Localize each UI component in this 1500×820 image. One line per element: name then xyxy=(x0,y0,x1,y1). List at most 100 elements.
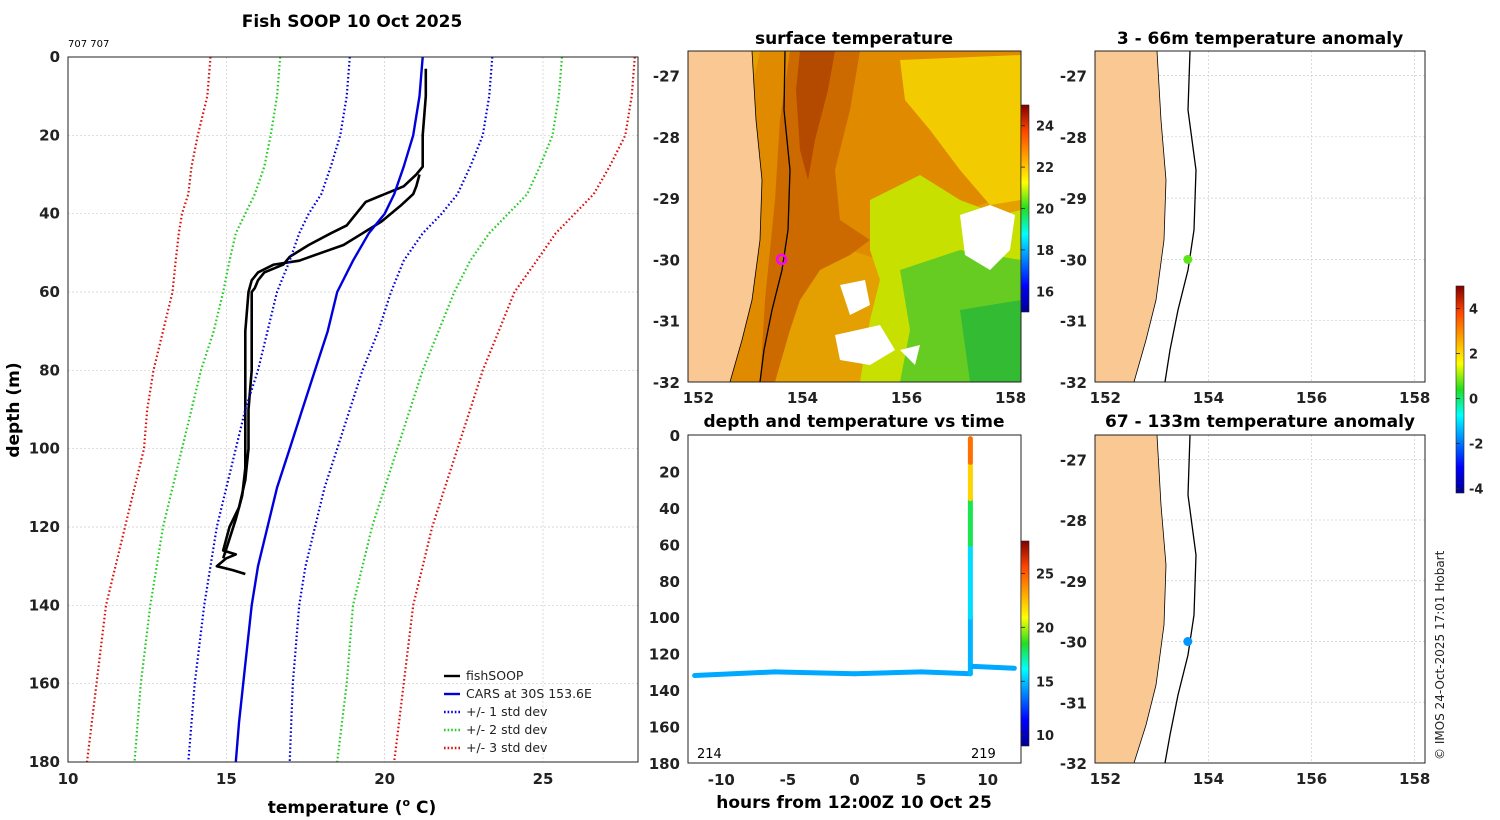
anomaly-shallow-ytick-label: -32 xyxy=(1060,374,1087,392)
profile-ticks: 10 15 20 25 0 20 40 60 80 100 120 140 160 180 xyxy=(29,48,554,788)
anomaly-deep-map xyxy=(1095,435,1197,763)
anomaly-colorbar-label: -2 xyxy=(1469,438,1483,453)
anomaly-deep-ytick-label: -28 xyxy=(1060,512,1087,530)
profile-legend-label: fishSOOP xyxy=(466,668,524,683)
anomaly-colorbar-label: 4 xyxy=(1469,303,1478,318)
time-xtick-label: -5 xyxy=(780,771,797,789)
time-ytick-label: 160 xyxy=(649,719,680,737)
time-track-segment xyxy=(970,663,1017,671)
profile-ytick-label: 20 xyxy=(39,126,60,144)
anomaly-shallow-xtick-label: 154 xyxy=(1193,389,1224,407)
time-xtick-label: 10 xyxy=(977,771,998,789)
anomaly-deep-land xyxy=(1095,435,1167,763)
anomaly-deep-ytick-label: -32 xyxy=(1060,755,1087,773)
sst-land xyxy=(688,51,763,382)
anomaly-shallow-ytick-label: -29 xyxy=(1060,190,1087,208)
anomaly-shallow-axes-box xyxy=(1094,50,1426,383)
anomaly-shallow-ytick-label: -27 xyxy=(1060,68,1087,86)
anomaly-deep-xtick-label: 152 xyxy=(1090,770,1121,788)
profile-ytick-label: 100 xyxy=(29,440,60,458)
sst-cloud-1 xyxy=(960,205,1015,270)
sst-colorbar-label: 24 xyxy=(1036,120,1054,135)
anomaly-shallow-ytick-label: -30 xyxy=(1060,251,1087,269)
profile-xtick-label: 10 xyxy=(58,770,79,788)
anomaly-deep-axes-box xyxy=(1094,434,1426,764)
anomaly-shallow-ytick-label: -31 xyxy=(1060,313,1087,331)
sst-core xyxy=(796,51,835,180)
anomaly-colorbar-label: 0 xyxy=(1469,393,1478,408)
profile-ylabel: depth (m) xyxy=(4,362,24,457)
profile-grid xyxy=(67,56,638,763)
sst-colorbar-label: 22 xyxy=(1036,161,1054,176)
profile-ytick-label: 140 xyxy=(29,596,60,614)
sst-green-core xyxy=(960,300,1021,382)
credit-text: © IMOS 24-Oct-2025 17:01 Hobart xyxy=(1433,550,1447,760)
profile-ytick-label: 160 xyxy=(29,675,60,693)
time-panel: depth and temperature vs time -10 -5 0 5 100… xyxy=(649,412,1054,813)
time-colorbar-label: 25 xyxy=(1036,567,1054,582)
anomaly-colorbar-group: -4 -2 0 2 4 xyxy=(1455,285,1483,498)
profile-series-line xyxy=(221,174,421,559)
anomaly-shallow-panel: 3 - 66m temperature anomaly 152 154 156 158… xyxy=(1060,29,1430,407)
sst-ytick-label: -31 xyxy=(653,313,680,331)
anomaly-deep-xtick-label: 156 xyxy=(1296,770,1327,788)
time-track-segment xyxy=(852,669,924,677)
profile-axes-box xyxy=(67,56,639,763)
anomaly-colorbar-label: 2 xyxy=(1469,348,1478,363)
profile-ytick-label: 180 xyxy=(29,753,60,771)
anomaly-deep-ticks: 152 154 156 158 -27 -28 -29 -30 -31 -32 xyxy=(1060,451,1430,788)
anomaly-deep-grid xyxy=(1095,435,1425,764)
sst-ticks: 152 154 156 158 -27 -28 -29 -30 -31 -32 xyxy=(653,68,1026,407)
anomaly-shallow-xtick-label: 156 xyxy=(1296,389,1327,407)
anomaly-deep-xtick-label: 158 xyxy=(1399,770,1430,788)
sst-ytick-label: -30 xyxy=(653,251,680,269)
time-xtick-label: 5 xyxy=(916,771,926,789)
time-track-segment xyxy=(918,669,973,677)
anomaly-deep-ytick-label: -27 xyxy=(1060,451,1087,469)
sst-xtick-label: 154 xyxy=(787,389,818,407)
profile-ytick-label: 80 xyxy=(39,361,60,379)
anomaly-deep-point xyxy=(1183,637,1193,647)
profile-legend-label: +/- 3 std dev xyxy=(466,740,548,755)
sst-location-marker xyxy=(775,253,788,266)
profile-series xyxy=(85,56,636,763)
anomaly-deep-ytick-label: -29 xyxy=(1060,573,1087,591)
anomaly-deep-title: 67 - 133m temperature anomaly xyxy=(1105,412,1415,432)
time-ytick-label: 80 xyxy=(659,573,680,591)
sst-cloud-2 xyxy=(840,280,870,315)
profile-series-line xyxy=(234,56,424,763)
sst-warm-current xyxy=(760,51,870,382)
sst-shelf-contour xyxy=(759,51,791,382)
profile-legend-label: CARS at 30S 153.6E xyxy=(466,686,592,701)
time-ytick-label: 100 xyxy=(649,609,680,627)
profile-legend-label: +/- 2 std dev xyxy=(466,722,548,737)
anomaly-colorbar-label: -4 xyxy=(1469,483,1483,498)
time-ytick-label: 40 xyxy=(659,500,680,518)
profile-xlabel: temperature (o C) xyxy=(268,796,437,818)
time-corner-left: 214 xyxy=(697,747,722,762)
sst-xtick-label: 152 xyxy=(683,389,714,407)
profile-series-line xyxy=(215,68,428,576)
sst-colorbar-label: 20 xyxy=(1036,203,1054,218)
anomaly-shallow-map xyxy=(1095,51,1197,382)
profile-xtick-label: 25 xyxy=(533,770,554,788)
time-colorbar-label: 10 xyxy=(1036,729,1054,744)
profile-title: Fish SOOP 10 Oct 2025 xyxy=(242,12,463,32)
sst-cloud-3 xyxy=(835,325,895,365)
sst-xtick-label: 156 xyxy=(891,389,922,407)
sst-ytick-label: -29 xyxy=(653,190,680,208)
time-series xyxy=(692,436,1017,679)
time-colorbar-label: 15 xyxy=(1036,675,1054,690)
anomaly-deep-panel: 67 - 133m temperature anomaly 152 154 156 1… xyxy=(1060,412,1430,788)
time-colorbar-ticks: 10 15 20 25 xyxy=(1021,567,1054,744)
anomaly-deep-ytick-label: -30 xyxy=(1060,634,1087,652)
sst-map xyxy=(688,51,1021,382)
sst-colorbar-label: 18 xyxy=(1036,244,1054,259)
profile-xtick-label: 20 xyxy=(374,770,395,788)
anomaly-deep-contour xyxy=(1164,435,1197,763)
time-corner-right: 219 xyxy=(971,747,996,762)
profile-series-line xyxy=(393,56,636,763)
profile-ytick-label: 0 xyxy=(50,48,60,66)
